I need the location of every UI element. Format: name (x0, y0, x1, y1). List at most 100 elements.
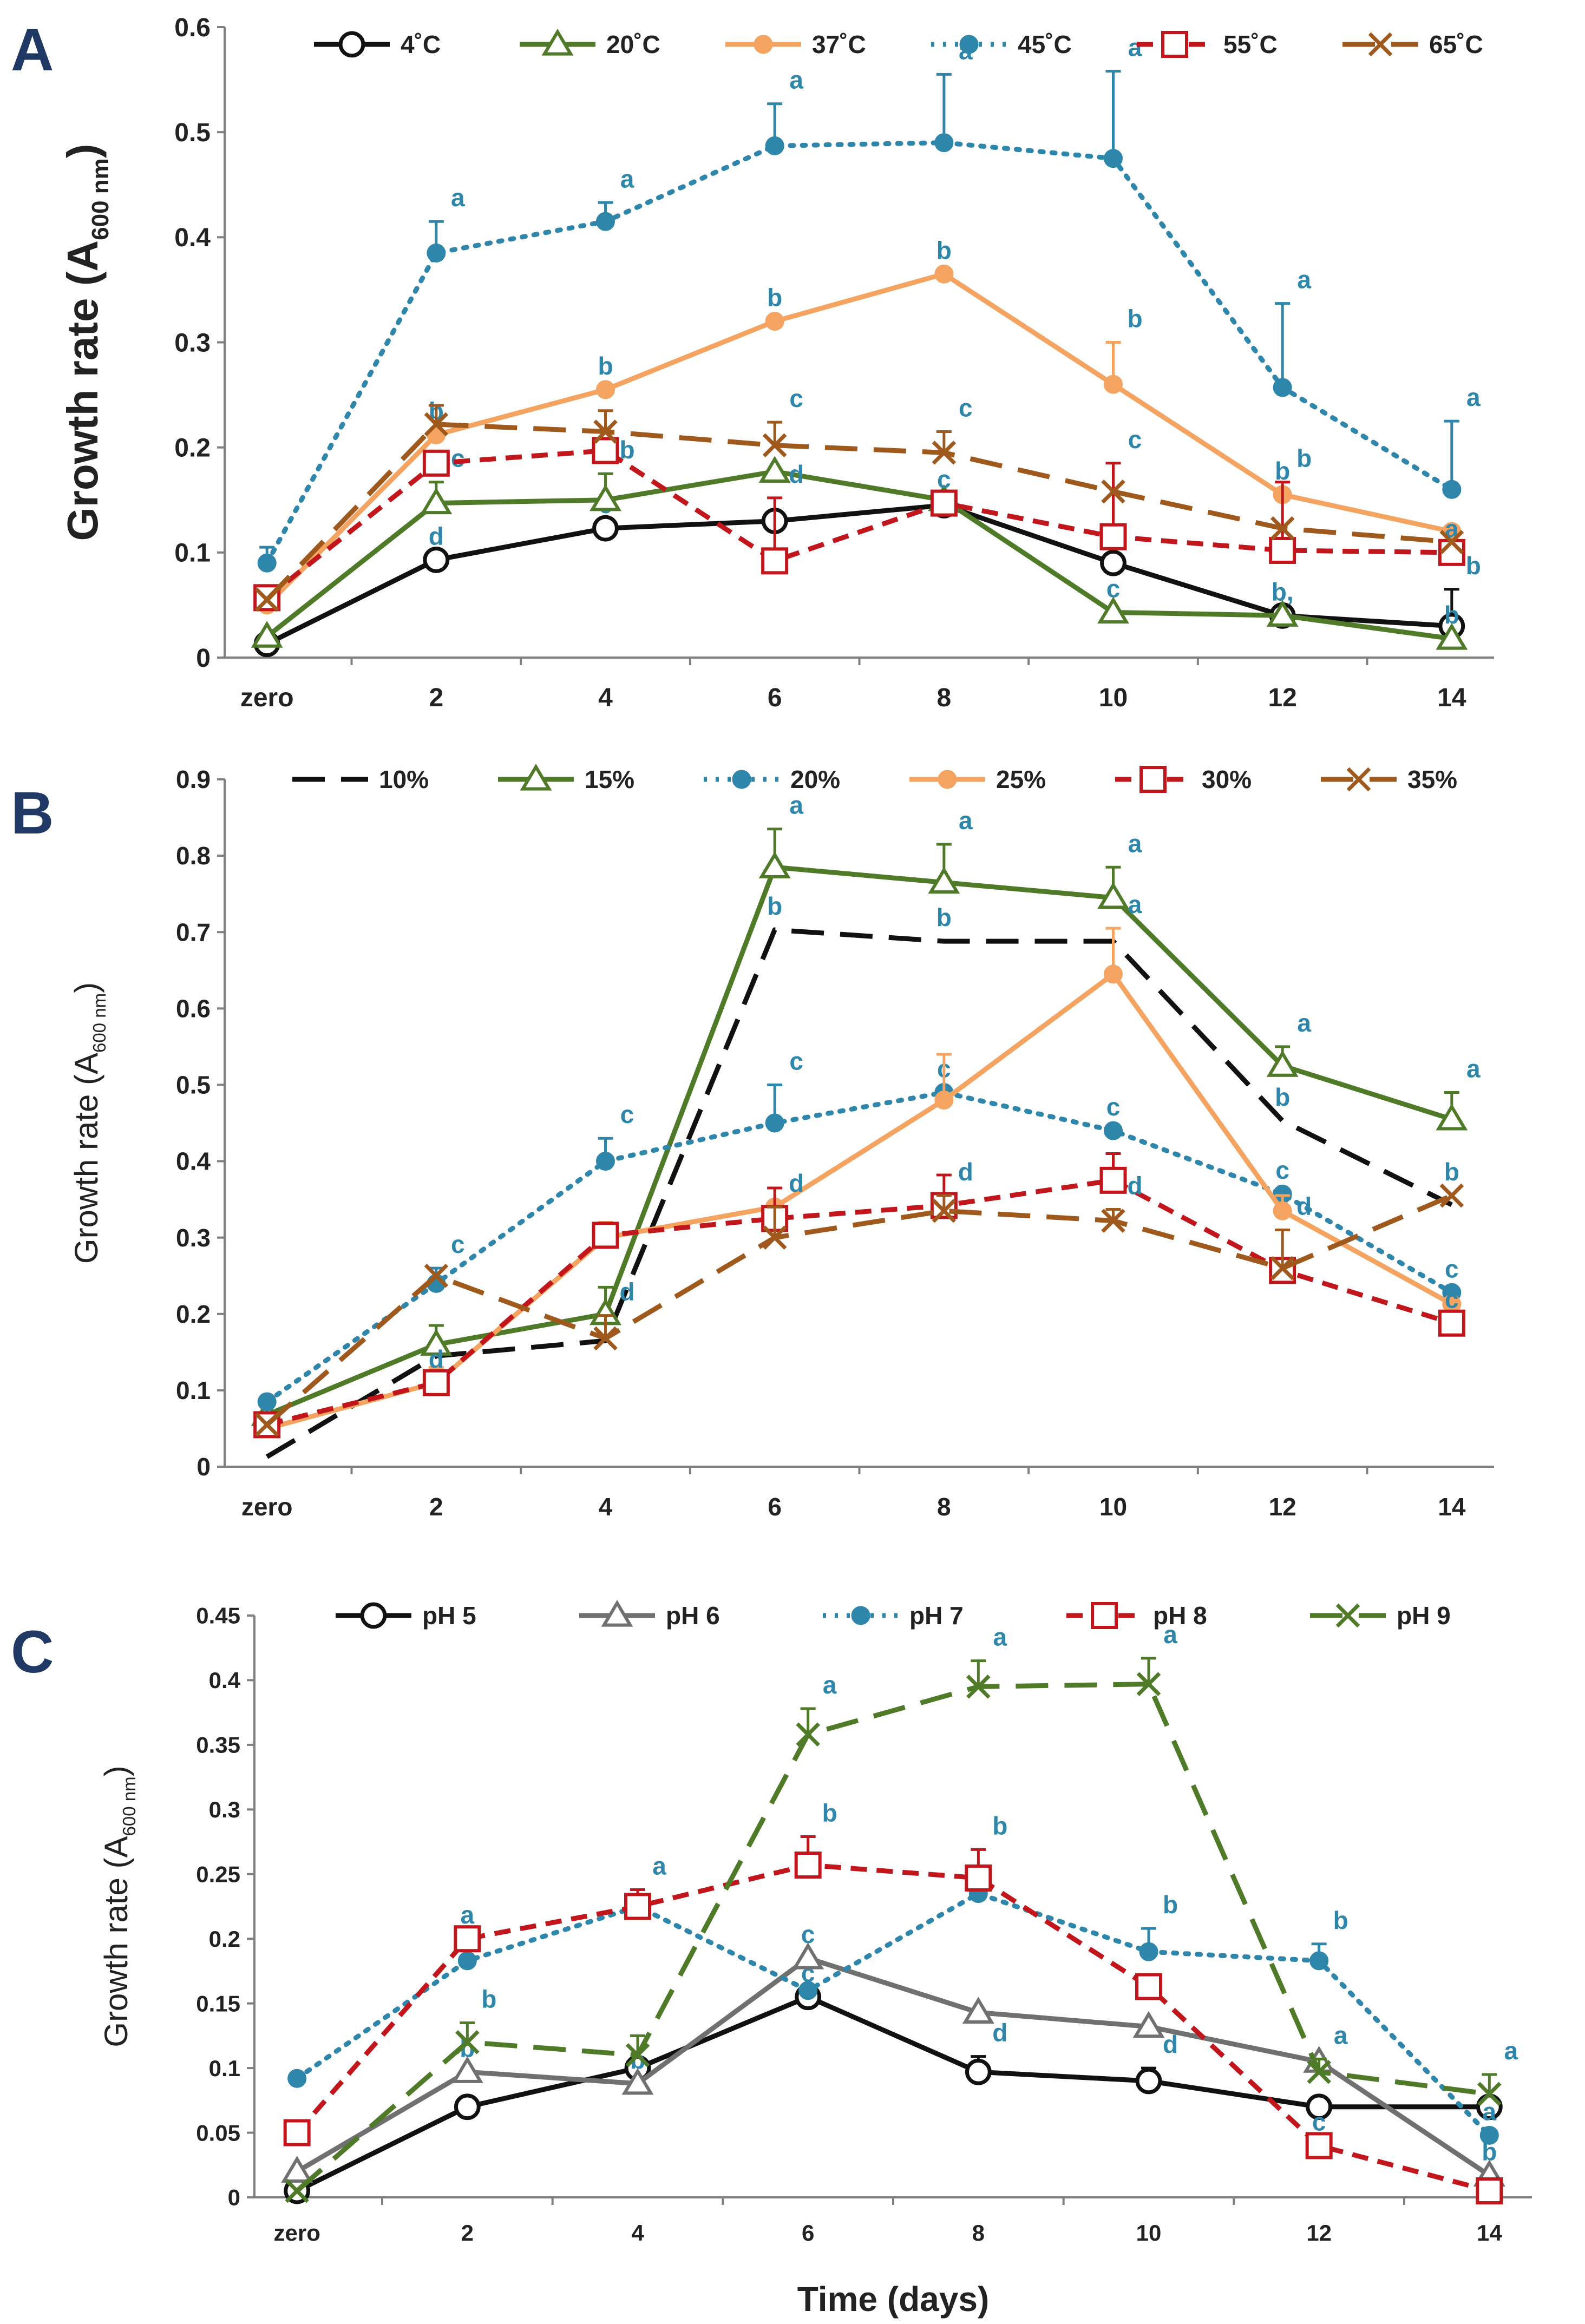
significance-letter: a (1483, 2097, 1497, 2125)
y-tick-label: 0.2 (176, 1300, 211, 1328)
series-line (266, 502, 1452, 646)
significance-letter: b (936, 903, 952, 931)
series-0: b b b (265, 892, 1453, 1459)
significance-letter: b (1275, 1083, 1290, 1111)
data-point (592, 437, 619, 464)
y-tick-label: 0.3 (209, 1797, 240, 1822)
data-point (427, 243, 446, 262)
data-point (762, 433, 787, 458)
y-tick-label: 0.4 (174, 224, 211, 252)
data-point (454, 1925, 481, 1953)
x-tick-label: zero (273, 2220, 320, 2246)
y-tick-label: 0.8 (176, 842, 211, 870)
data-point (1270, 516, 1295, 541)
x-tick-label: 4 (598, 684, 613, 712)
y-axis-label-subscript: 600 nm (119, 1776, 139, 1836)
data-point (1309, 1951, 1329, 1971)
data-point (761, 547, 789, 575)
data-point (281, 2156, 313, 2183)
data-point (1436, 623, 1468, 650)
series-line (265, 1193, 1453, 1427)
legend-marker (1161, 31, 1188, 58)
y-tick-label: 0.1 (209, 2056, 240, 2081)
significance-letter: a (1163, 1620, 1177, 1649)
data-point (422, 1369, 450, 1396)
data-point (965, 1864, 992, 1892)
data-point (1099, 523, 1127, 550)
data-point (758, 456, 791, 483)
legend-label: 55˚C (1223, 30, 1278, 58)
significance-letter: b (1444, 1158, 1459, 1186)
y-tick-label: 0.6 (176, 994, 211, 1022)
data-point (1306, 2093, 1333, 2121)
legend-marker (938, 770, 957, 789)
y-axis-label-main: Growth rate (A (68, 1053, 104, 1264)
y-axis-label-subscript: 600 nm (89, 993, 109, 1053)
panel-b: B 0 0.1 0.2 0.3 0.4 0.5 0.6 0.7 0.8 0.9 zero 2 4 6 8 10 1… (11, 764, 1494, 1521)
significance-letter: b (598, 352, 613, 380)
significance-letter: b (1466, 552, 1481, 580)
y-axis-label-end: ) (58, 144, 107, 159)
data-point (1436, 1103, 1468, 1131)
series-4: b a a a a a (285, 1620, 1518, 2203)
y-tick-label: 0 (197, 1453, 211, 1481)
legend-marker (541, 29, 574, 56)
data-point (1269, 536, 1296, 564)
legend-label: pH 5 (422, 1601, 476, 1630)
x-tick-label: 4 (599, 1493, 613, 1521)
significance-letter: c (1275, 1156, 1289, 1184)
data-point (1099, 1166, 1127, 1194)
data-point (593, 419, 618, 444)
legend: 4˚C 20˚C 37˚C 45˚C 55˚C 65˚C (314, 29, 1483, 58)
legend-label: 35% (1407, 765, 1457, 793)
y-tick-label: 0.7 (176, 918, 211, 946)
series-line (265, 469, 1452, 641)
significance-letter: c (620, 1100, 634, 1128)
data-point (765, 1113, 784, 1133)
x-tick-label: 8 (936, 684, 951, 712)
data-point (1266, 600, 1299, 627)
data-point (792, 1942, 824, 1970)
significance-letter: a (1466, 1055, 1481, 1083)
data-point (1477, 2082, 1502, 2106)
significance-letter: c (1128, 425, 1142, 454)
y-tick-label: 0 (196, 644, 211, 673)
y-tick-label: 0.5 (174, 119, 211, 147)
legend-label: 4˚C (401, 30, 441, 58)
data-point (1135, 1973, 1162, 2000)
legend-marker (851, 1606, 870, 1625)
significance-letter: b (1296, 444, 1312, 472)
data-point (928, 866, 960, 894)
y-tick-label: 0.25 (196, 1861, 240, 1887)
x-tick-label: zero (241, 1493, 293, 1521)
y-axis-label-end: ) (98, 1765, 134, 1776)
legend-label: pH 6 (666, 1601, 720, 1630)
legend-label: 37˚C (812, 30, 866, 58)
data-point (457, 1951, 477, 1971)
data-point (1104, 964, 1123, 984)
x-tick-label: 10 (1136, 2220, 1162, 2246)
legend: 10% 15% 20% 25% 30% 35% (292, 764, 1457, 793)
data-point (1135, 2067, 1162, 2095)
x-tick-label: zero (240, 684, 294, 712)
y-tick-label: 0.1 (174, 539, 211, 568)
data-point (962, 1997, 994, 2024)
y-tick-label: 0.4 (209, 1667, 241, 1693)
series-line (295, 1682, 1490, 2193)
significance-letter: a (652, 1852, 666, 1880)
significance-letter: a (1128, 34, 1142, 62)
y-tick-label: 0.6 (174, 14, 211, 42)
data-point (424, 412, 449, 437)
significance-letter: a (461, 1901, 475, 1929)
y-tick-label: 0.1 (176, 1376, 211, 1404)
y-tick-label: 0.4 (176, 1147, 211, 1176)
x-tick-label: 2 (461, 2220, 474, 2246)
significance-letter: d (1296, 1192, 1312, 1220)
data-point (257, 1392, 277, 1412)
x-tick-label: 14 (1438, 1493, 1466, 1521)
data-point (592, 515, 619, 542)
significance-letter: c (451, 1230, 465, 1258)
data-point (966, 1675, 991, 1699)
